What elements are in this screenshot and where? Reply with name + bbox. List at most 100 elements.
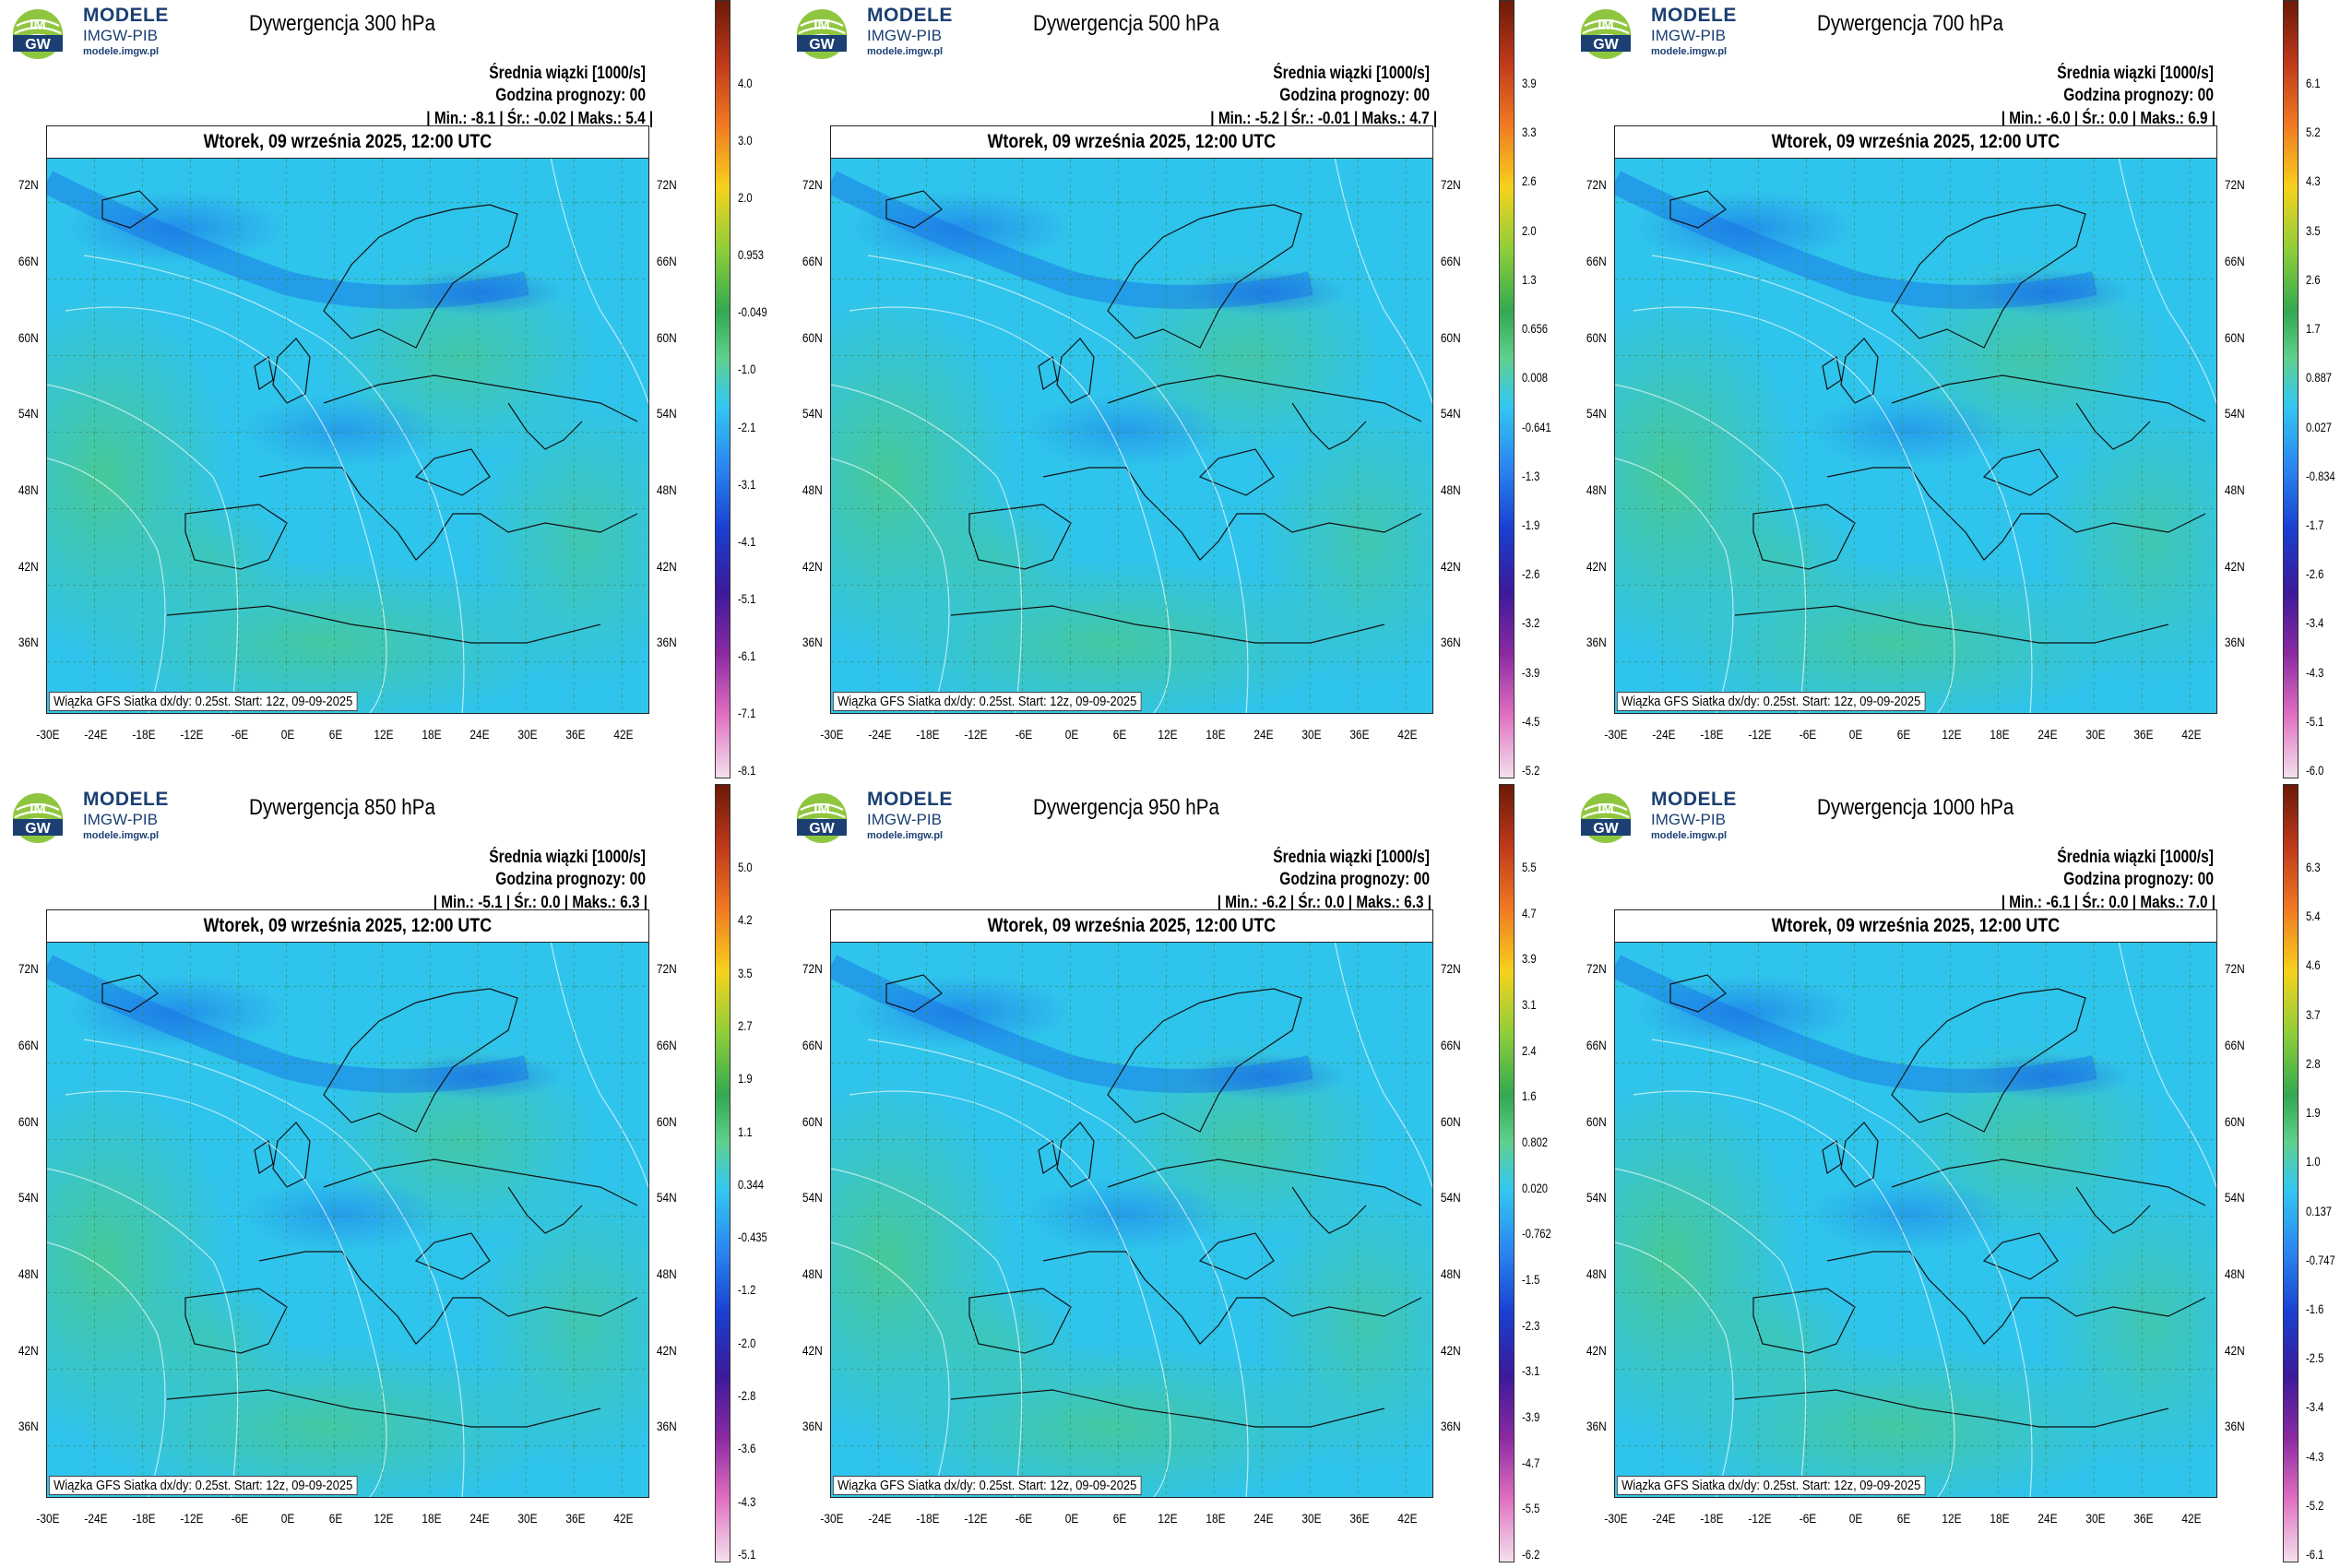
lon-label: -24E	[868, 727, 892, 742]
lon-label: 36E	[565, 1511, 586, 1526]
lon-label: 18E	[422, 1511, 442, 1526]
scale-label: 4.0	[738, 76, 753, 90]
divergence-map: Wtorek, 09 września 2025, 12:00 UTC Wiąz…	[830, 125, 1433, 714]
lon-label: 30E	[1301, 1511, 1322, 1526]
scale-label: 3.1	[1522, 997, 1537, 1012]
lat-label-right: 66N	[656, 254, 677, 268]
scale-label: -0.435	[738, 1229, 767, 1245]
scale-label: -5.1	[2306, 713, 2324, 729]
map-footer: Wiązka GFS Siatka dx/dy: 0.25st. Start: …	[833, 1476, 1142, 1495]
lon-label: -6E	[1799, 727, 1817, 742]
scale-label: 0.953	[738, 247, 765, 263]
lat-label-left: 60N	[802, 1114, 823, 1129]
lon-label: 12E	[374, 1511, 394, 1526]
lon-label: -30E	[820, 1511, 844, 1526]
lat-label-left: 54N	[1586, 1190, 1607, 1205]
divergence-map: Wtorek, 09 września 2025, 12:00 UTC Wiąz…	[830, 909, 1433, 1498]
scale-label: -3.2	[1522, 615, 1540, 631]
lon-label: 24E	[469, 727, 490, 742]
ensemble-info: Średnia wiązki [1000/s] Godzina prognozy…	[2057, 63, 2214, 107]
scale-label: 0.887	[2306, 370, 2333, 386]
lon-label: 36E	[565, 727, 586, 742]
scale-label: -5.5	[1522, 1501, 1540, 1516]
lat-label-right: 60N	[1440, 330, 1461, 345]
scale-label: 2.0	[1522, 222, 1537, 238]
lat-label-left: 54N	[802, 1190, 823, 1205]
lon-label: 30E	[1301, 727, 1322, 742]
scale-label: 3.9	[1522, 76, 1537, 90]
scale-label: -3.1	[1522, 1363, 1540, 1379]
lon-label: 42E	[613, 1511, 634, 1526]
logo-text-bottom: GW	[809, 821, 835, 837]
lat-label-left: 66N	[18, 254, 39, 268]
lat-label-right: 72N	[2224, 177, 2245, 192]
lat-label-right: 42N	[656, 1343, 677, 1358]
scale-label: -3.4	[2306, 1399, 2324, 1415]
lon-label: 42E	[613, 727, 634, 742]
lat-label-left: 66N	[18, 1038, 39, 1052]
lat-label-left: 36N	[802, 1419, 823, 1433]
date-bar: Wtorek, 09 września 2025, 12:00 UTC	[1615, 126, 2216, 159]
scale-label: 6.1	[2306, 76, 2321, 90]
lat-label-left: 48N	[18, 482, 39, 497]
scale-label: 5.0	[738, 860, 753, 874]
lat-label-left: 72N	[802, 177, 823, 192]
scale-label: -0.641	[1522, 419, 1551, 434]
lat-label-right: 48N	[2224, 1266, 2245, 1281]
scale-label: -3.6	[738, 1441, 756, 1456]
lat-label-left: 54N	[18, 1190, 39, 1205]
brand-line-2: IMGW-PIB	[1651, 27, 1726, 44]
lon-label: -12E	[1748, 727, 1772, 742]
brand-line-2: IMGW-PIB	[83, 811, 158, 828]
scale-label: 1.0	[2306, 1154, 2321, 1170]
color-scale	[1499, 784, 1515, 1562]
lat-label-left: 48N	[1586, 1266, 1607, 1281]
scale-label: 1.9	[738, 1071, 753, 1087]
lat-label-right: 72N	[656, 177, 677, 192]
scale-label: -1.9	[1522, 517, 1540, 532]
brand-line-1: MODELE	[867, 5, 953, 26]
scale-label: 0.137	[2306, 1203, 2333, 1218]
lon-label: 24E	[469, 1511, 490, 1526]
lon-label: 36E	[1349, 1511, 1370, 1526]
lat-label-right: 72N	[656, 961, 677, 976]
lat-label-left: 66N	[802, 254, 823, 268]
lat-label-right: 48N	[656, 482, 677, 497]
lon-label: 36E	[2133, 727, 2154, 742]
lat-label-left: 36N	[18, 1419, 39, 1433]
scale-label: -1.0	[738, 362, 756, 377]
forecast-hour: Godzina prognozy: 00	[495, 870, 646, 889]
lat-label-right: 66N	[2224, 254, 2245, 268]
lat-label-right: 36N	[656, 1419, 677, 1433]
lon-label: -12E	[180, 1511, 204, 1526]
logo-text-bottom: GW	[1593, 37, 1619, 53]
scale-label: -3.1	[738, 476, 756, 492]
ensemble-info: Średnia wiązki [1000/s] Godzina prognozy…	[489, 63, 646, 107]
scale-label: -0.834	[2306, 468, 2335, 483]
lat-label-right: 66N	[656, 1038, 677, 1052]
lat-label-left: 60N	[18, 1114, 39, 1129]
lon-label: 0E	[280, 1511, 295, 1526]
scale-label: -0.049	[738, 304, 767, 320]
lon-label: 36E	[1349, 727, 1370, 742]
lon-label: -6E	[1015, 727, 1033, 742]
date-text: Wtorek, 09 września 2025, 12:00 UTC	[1771, 915, 2061, 936]
lon-label: -6E	[1015, 1511, 1033, 1526]
lat-label-right: 42N	[1440, 1343, 1461, 1358]
scale-label: -3.9	[1522, 1409, 1540, 1424]
scale-label: -6.0	[2306, 763, 2324, 778]
lat-label-right: 42N	[2224, 559, 2245, 574]
scale-label: -2.3	[1522, 1317, 1540, 1333]
lon-label: -30E	[820, 727, 844, 742]
lat-label-right: 72N	[1440, 177, 1461, 192]
scale-label: 1.6	[1522, 1088, 1537, 1104]
logo-text-bottom: GW	[809, 37, 835, 53]
brand-line-1: MODELE	[83, 5, 169, 26]
lat-label-right: 54N	[656, 1190, 677, 1205]
ensemble-info: Średnia wiązki [1000/s] Godzina prognozy…	[2057, 847, 2214, 891]
brand-line-3: modele.imgw.pl	[867, 46, 944, 57]
ensemble-label: Średnia wiązki [1000/s]	[2057, 64, 2214, 83]
scale-label: -6.2	[1522, 1547, 1540, 1562]
scale-label: -5.1	[738, 1547, 756, 1562]
lat-label-right: 36N	[1440, 1419, 1461, 1433]
